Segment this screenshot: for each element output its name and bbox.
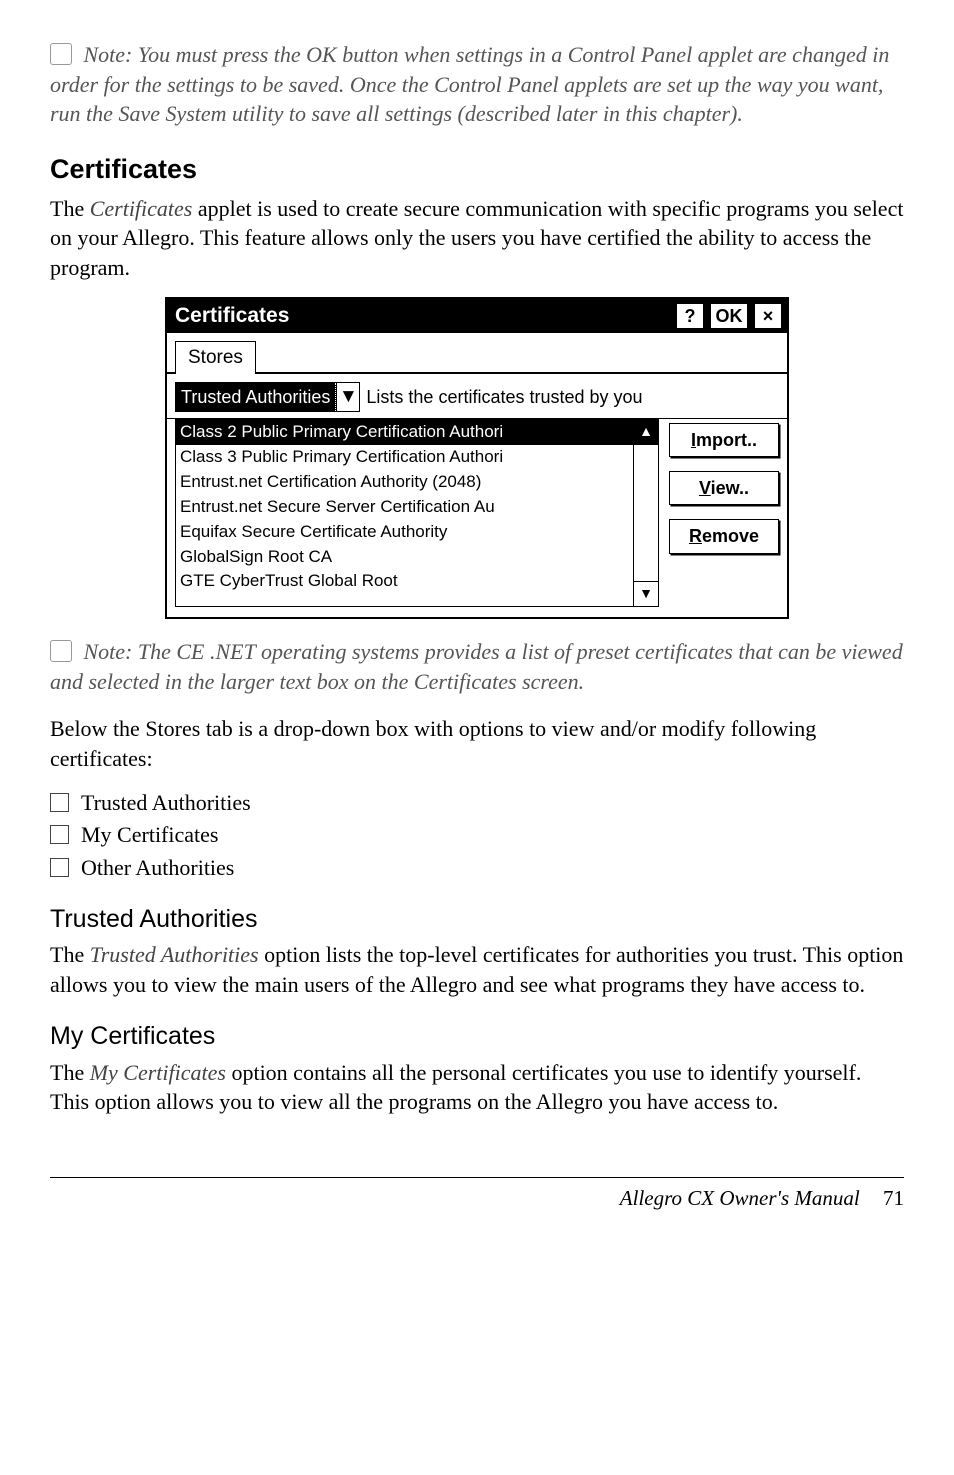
- trusted-authorities-text: The Trusted Authorities option lists the…: [50, 940, 904, 999]
- certificate-listbox[interactable]: Class 2 Public Primary Certification Aut…: [175, 419, 659, 607]
- footer-title: Allegro CX Owner's Manual: [620, 1186, 860, 1210]
- checkbox-icon: [50, 825, 69, 844]
- help-button[interactable]: ?: [675, 302, 705, 330]
- list-item: Other Authorities: [50, 853, 904, 883]
- list-item[interactable]: Equifax Secure Certificate Authority: [176, 520, 633, 545]
- list-item[interactable]: Entrust.net Certification Authority (204…: [176, 470, 633, 495]
- chevron-down-icon[interactable]: ▼: [336, 383, 359, 411]
- scroll-up-icon[interactable]: ▲: [634, 420, 658, 445]
- checkbox-icon: [50, 858, 69, 877]
- titlebar: Certificates ? OK ×: [167, 299, 787, 333]
- import-button[interactable]: Import..: [669, 423, 779, 457]
- note-2-text: Note: The CE .NET operating systems prov…: [50, 639, 903, 694]
- list-item[interactable]: GTE CyberTrust Global Root: [176, 569, 633, 594]
- close-button[interactable]: ×: [753, 302, 783, 330]
- certificates-intro: The Certificates applet is used to creat…: [50, 194, 904, 283]
- tab-stores[interactable]: Stores: [175, 341, 256, 374]
- heading-my-certificates: My Certificates: [50, 1020, 904, 1054]
- tab-row: Stores: [167, 333, 787, 374]
- list-inner: Class 2 Public Primary Certification Aut…: [176, 420, 633, 606]
- remove-button[interactable]: Remove: [669, 519, 779, 553]
- note-icon: [50, 640, 72, 662]
- my-certificates-text: The My Certificates option contains all …: [50, 1058, 904, 1117]
- options-list: Trusted Authorities My Certificates Othe…: [50, 788, 904, 883]
- list-item: Trusted Authorities: [50, 788, 904, 818]
- note-icon: [50, 43, 72, 65]
- heading-trusted-authorities: Trusted Authorities: [50, 903, 904, 937]
- page-footer: Allegro CX Owner's Manual 71: [50, 1177, 904, 1212]
- heading-certificates: Certificates: [50, 151, 904, 187]
- view-button[interactable]: View..: [669, 471, 779, 505]
- list-item[interactable]: Entrust.net Secure Server Certification …: [176, 495, 633, 520]
- stores-combo[interactable]: Trusted Authorities ▼: [175, 382, 360, 412]
- list-item[interactable]: Class 2 Public Primary Certification Aut…: [176, 420, 633, 445]
- scrollbar[interactable]: ▲ ▼: [633, 420, 658, 606]
- note-2: Note: The CE .NET operating systems prov…: [50, 637, 904, 696]
- note-1-text: Note: You must press the OK button when …: [50, 42, 889, 126]
- checkbox-icon: [50, 793, 69, 812]
- dialog-title: Certificates: [171, 302, 671, 330]
- scroll-track[interactable]: [634, 445, 658, 581]
- footer-page-number: 71: [883, 1186, 904, 1210]
- combo-hint: Lists the certificates trusted by you: [366, 385, 642, 409]
- scroll-down-icon[interactable]: ▼: [634, 581, 658, 606]
- combo-selected: Trusted Authorities: [176, 383, 336, 411]
- list-item[interactable]: GlobalSign Root CA: [176, 545, 633, 570]
- note-1: Note: You must press the OK button when …: [50, 40, 904, 129]
- ok-button[interactable]: OK: [709, 302, 749, 330]
- list-item[interactable]: Class 3 Public Primary Certification Aut…: [176, 445, 633, 470]
- certificates-dialog: Certificates ? OK × Stores Trusted Autho…: [165, 297, 789, 619]
- list-item: My Certificates: [50, 820, 904, 850]
- below-stores-text: Below the Stores tab is a drop-down box …: [50, 714, 904, 773]
